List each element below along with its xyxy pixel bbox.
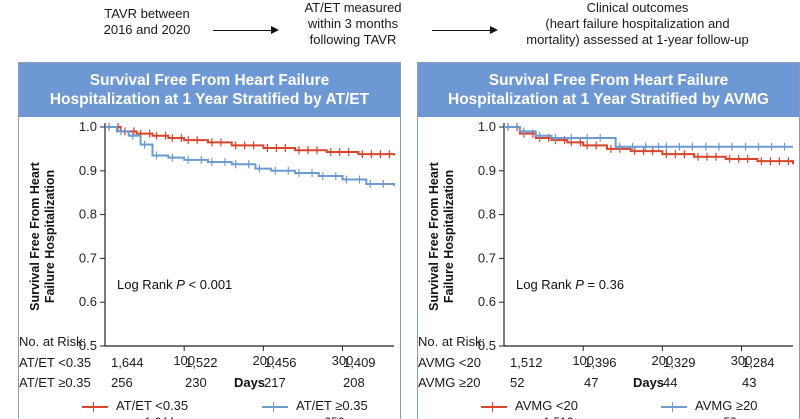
chart-panel-atet: Survival Free From Heart Failure Hospita… xyxy=(18,62,401,419)
log-rank-annotation: Log Rank P = 0.36 xyxy=(516,277,624,292)
legend-n: n = 256 xyxy=(304,415,344,419)
chart-title-line-1: Survival Free From Heart Failure xyxy=(488,72,729,89)
y-tick-label: 0.9 xyxy=(478,163,496,178)
risk-cell: 256 xyxy=(111,375,133,390)
y-axis-label: Failure Hospitalization xyxy=(43,170,57,303)
risk-cell: 1,284 xyxy=(742,355,775,370)
km-line-low xyxy=(105,126,395,156)
legend-censor-mark xyxy=(93,402,94,412)
legend-n: n = 1,512 xyxy=(523,415,573,419)
y-tick-label: 0.6 xyxy=(478,294,496,309)
log-rank-annotation: Log Rank P < 0.001 xyxy=(117,277,232,292)
legend-label: AVMG <20 xyxy=(515,398,578,413)
risk-cell: 1,456 xyxy=(264,355,297,370)
y-tick-label: 1.0 xyxy=(478,119,496,134)
km-plot-atet: 0.5 0.6 0.7 0.8 0.9 1.0 100 200 300 Survival Free… xyxy=(28,119,395,390)
annotation-part: Log Rank xyxy=(516,277,575,292)
y-tick-label: 0.5 xyxy=(478,338,496,353)
flow-arrow-2 xyxy=(432,26,498,34)
annotation-part: P xyxy=(176,277,185,292)
chart-title-line-2: Hospitalization at 1 Year Stratified by … xyxy=(49,91,370,108)
annotation-part: < 0.001 xyxy=(185,277,232,292)
y-tick-label: 1.0 xyxy=(79,119,97,134)
annotation-part: Log Rank xyxy=(117,277,176,292)
legend-swatch xyxy=(661,402,687,412)
y-axis-label: Survival Free From Heart xyxy=(28,161,42,311)
risk-cell: 47 xyxy=(584,375,599,390)
chart-title-atet: Survival Free From Heart Failure Hospita… xyxy=(19,63,400,117)
risk-cell: 230 xyxy=(185,375,207,390)
legend-censor-mark xyxy=(672,402,673,412)
y-tick-label: 0.8 xyxy=(79,207,97,222)
flow-step-2: AT/ET measured within 3 months following… xyxy=(304,0,402,47)
x-tick-label: 100 xyxy=(173,353,195,368)
km-line-low xyxy=(504,126,794,165)
chart-panel-avmg: Survival Free From Heart Failure Hospita… xyxy=(417,62,800,419)
annotation-part: P xyxy=(575,277,584,292)
risk-cell: 1,512 xyxy=(510,355,543,370)
x-tick-label: 300 xyxy=(332,353,354,368)
risk-cell: 43 xyxy=(742,375,757,390)
legend-swatch xyxy=(262,402,288,412)
y-tick-label: 0.5 xyxy=(79,338,97,353)
risk-cell: 208 xyxy=(343,375,365,390)
risk-cell: 1,329 xyxy=(663,355,696,370)
legend-label: AT/ET <0.35 xyxy=(116,398,189,413)
risk-row-label: AT/ET ≥0.35 xyxy=(19,375,91,390)
risk-cell: 1,522 xyxy=(185,355,218,370)
flow-step-1: TAVR between 2016 and 2020 xyxy=(103,6,191,37)
km-plot-avmg: 0.5 0.6 0.7 0.8 0.9 1.0 100 200 300 Survival Free… xyxy=(427,119,794,390)
risk-cell: 1,396 xyxy=(584,355,617,370)
risk-cell: 1,644 xyxy=(111,355,144,370)
risk-row-label: AVMG ≥20 xyxy=(418,375,481,390)
flow-arrow-1 xyxy=(213,26,279,34)
chart-title-line-1: Survival Free From Heart Failure xyxy=(89,72,330,89)
risk-row-label: AT/ET <0.35 xyxy=(19,355,92,370)
km-line-high xyxy=(504,126,793,148)
legend-label: AVMG ≥20 xyxy=(695,398,758,413)
x-tick-label: 200 xyxy=(253,353,275,368)
km-line-high xyxy=(105,126,395,187)
x-axis-label: Days xyxy=(633,375,664,390)
risk-cell: 52 xyxy=(510,375,525,390)
y-axis-label: Failure Hospitalization xyxy=(442,170,456,303)
chart-title-avmg: Survival Free From Heart Failure Hospita… xyxy=(418,63,799,117)
legend-censor-mark xyxy=(492,402,493,412)
legend-swatch xyxy=(82,402,108,412)
y-tick-label: 0.9 xyxy=(79,163,97,178)
risk-table-title: No. at Risk: xyxy=(19,334,87,349)
chart-title-line-2: Hospitalization at 1 Year Stratified by … xyxy=(448,91,769,108)
y-tick-label: 0.7 xyxy=(478,250,496,265)
legend-swatch xyxy=(481,402,507,412)
risk-row-label: AVMG <20 xyxy=(418,355,481,370)
y-tick-label: 0.8 xyxy=(478,207,496,222)
y-tick-label: 0.6 xyxy=(79,294,97,309)
annotation-part: = 0.36 xyxy=(584,277,624,292)
y-axis-label: Survival Free From Heart xyxy=(427,161,441,311)
legend-n: n = 52 xyxy=(703,415,737,419)
flow-step-3: Clinical outcomes (heart failure hospita… xyxy=(526,0,749,47)
x-axis-label: Days xyxy=(234,375,265,390)
x-tick-label: 300 xyxy=(731,353,753,368)
risk-cell: 44 xyxy=(663,375,678,390)
x-tick-label: 200 xyxy=(652,353,674,368)
x-tick-label: 100 xyxy=(572,353,594,368)
risk-cell: 217 xyxy=(264,375,286,390)
y-tick-label: 0.7 xyxy=(79,250,97,265)
risk-table-title: No. at Risk: xyxy=(418,334,486,349)
legend-n: n = 1,644 xyxy=(124,415,174,419)
risk-cell: 1,409 xyxy=(343,355,376,370)
legend-label: AT/ET ≥0.35 xyxy=(296,398,368,413)
legend-censor-mark xyxy=(273,402,274,412)
